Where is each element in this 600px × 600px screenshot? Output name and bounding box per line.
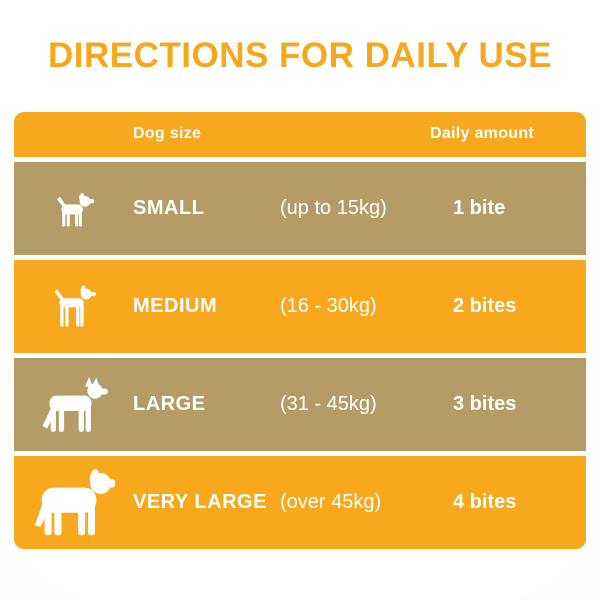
table-row-small: SMALL (up to 15kg) 1 bite — [14, 162, 586, 255]
dog-size-label: SMALL — [133, 197, 205, 219]
daily-amount-value: 4 bites — [453, 491, 517, 513]
dog-size-label: MEDIUM — [133, 295, 218, 317]
medium-dog-icon — [14, 283, 133, 331]
directions-table: Dog size Daily amount SMALL (up to 15kg)… — [14, 112, 586, 549]
daily-amount-value: 3 bites — [453, 393, 517, 415]
table-row-large: LARGE (31 - 45kg) 3 bites — [14, 358, 586, 451]
dog-size-label: VERY LARGE — [133, 491, 267, 513]
small-dog-icon — [14, 190, 133, 228]
daily-amount-header: Daily amount — [430, 125, 535, 142]
table-row-medium: MEDIUM (16 - 30kg) 2 bites — [14, 260, 586, 353]
dog-weight-range: (over 45kg) — [280, 491, 382, 513]
dog-size-header: Dog size — [133, 125, 202, 142]
table-row-very-large: VERY LARGE (over 45kg) 4 bites — [14, 456, 586, 549]
daily-amount-value: 1 bite — [453, 197, 506, 219]
daily-amount-value: 2 bites — [453, 295, 517, 317]
very-large-dog-icon — [14, 467, 133, 539]
table-header-row: Dog size Daily amount — [14, 112, 586, 157]
dog-weight-range: (up to 15kg) — [280, 197, 387, 219]
dog-weight-range: (31 - 45kg) — [280, 393, 377, 415]
dog-size-label: LARGE — [133, 393, 206, 415]
dog-weight-range: (16 - 30kg) — [280, 295, 377, 317]
large-dog-icon — [14, 375, 133, 435]
page-title: DIRECTIONS FOR DAILY USE — [47, 36, 553, 75]
